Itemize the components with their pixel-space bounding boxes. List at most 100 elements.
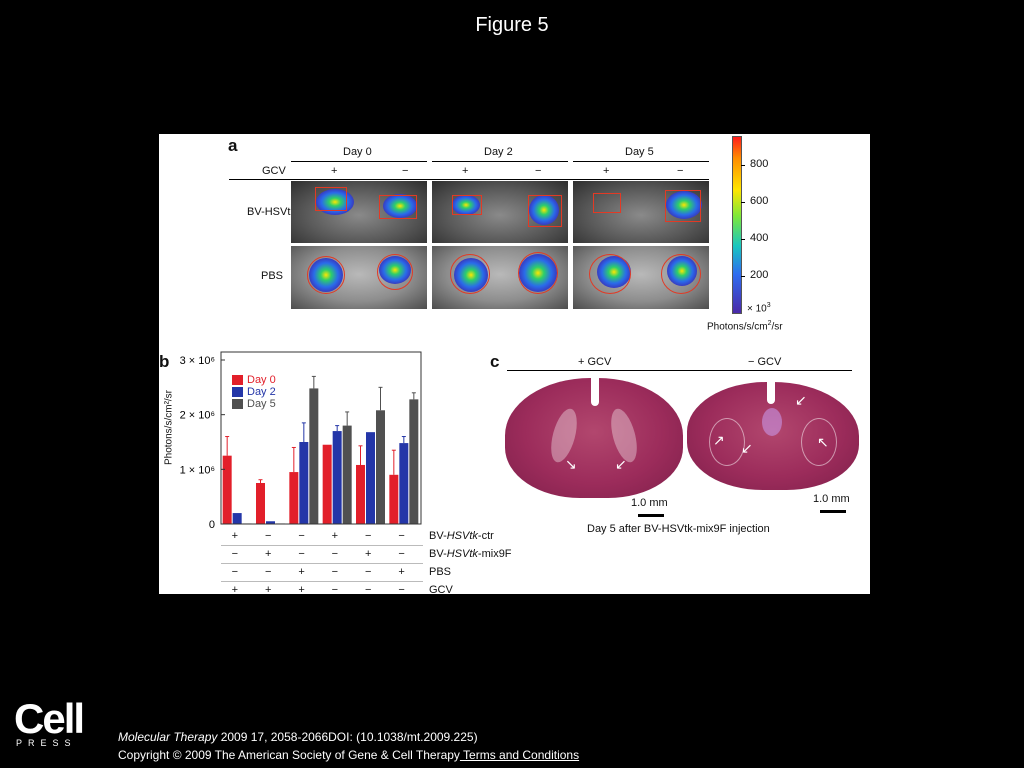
condition-sign: + bbox=[398, 566, 405, 578]
condition-label: PBS bbox=[429, 566, 452, 578]
colorbar-tick-800: 800 bbox=[750, 158, 769, 170]
roi-circle bbox=[450, 254, 490, 294]
plot-frame bbox=[220, 351, 422, 525]
scale-label-right: 1.0 mm bbox=[813, 493, 850, 505]
midline-notch bbox=[767, 382, 775, 404]
signal-blob bbox=[529, 195, 559, 225]
y-tick-label: 1 × 10⁶ bbox=[180, 464, 215, 476]
signal-blob bbox=[666, 191, 702, 219]
gcv-sign: + bbox=[462, 165, 469, 177]
arrow-icon: ↙ bbox=[615, 456, 627, 472]
bar bbox=[289, 472, 299, 524]
logo-sub: PRESS bbox=[16, 738, 77, 748]
bar bbox=[222, 455, 232, 524]
colorbar-tick-200: 200 bbox=[750, 269, 769, 281]
figure-panel: a Day 0 Day 2 Day 5 GCV + − + − + − BV-H… bbox=[159, 134, 870, 594]
legend-item: Day 2 bbox=[232, 386, 276, 398]
imaging-row-bv-day0 bbox=[291, 181, 427, 243]
scale-label-left: 1.0 mm bbox=[631, 497, 668, 509]
chart-legend: Day 0 Day 2 Day 5 bbox=[228, 372, 280, 412]
day5-rule bbox=[573, 161, 709, 162]
bar bbox=[366, 432, 375, 524]
bar bbox=[409, 399, 419, 524]
signal-blob bbox=[452, 195, 480, 215]
imaging-row-pbs-day2 bbox=[432, 246, 568, 309]
panel-a-label: a bbox=[228, 136, 238, 155]
terms-link[interactable]: Terms and Conditions bbox=[459, 748, 580, 762]
condition-sign: − bbox=[365, 584, 372, 594]
plus-gcv-header: + GCV bbox=[578, 356, 612, 368]
colorbar-tick-400: 400 bbox=[750, 232, 769, 244]
bar bbox=[342, 425, 352, 524]
condition-sign: − bbox=[231, 566, 239, 578]
gcv-sign: + bbox=[331, 165, 338, 177]
condition-sign: − bbox=[265, 566, 272, 578]
condition-sign: + bbox=[231, 584, 239, 594]
condition-sign: − bbox=[298, 548, 305, 560]
bar bbox=[309, 388, 319, 524]
condition-rule bbox=[221, 563, 423, 564]
condition-sign: − bbox=[331, 566, 339, 578]
bar bbox=[399, 443, 409, 524]
condition-sign: − bbox=[398, 530, 405, 542]
tumor-outline bbox=[801, 418, 837, 466]
condition-rule bbox=[221, 581, 423, 582]
slide-title: Figure 5 bbox=[475, 14, 549, 36]
arrow-icon: ↖ bbox=[817, 434, 829, 450]
journal-name: Molecular Therapy bbox=[118, 730, 218, 744]
bar bbox=[266, 521, 275, 524]
legend-label: Day 5 bbox=[247, 398, 276, 410]
legend-label: Day 2 bbox=[247, 386, 276, 398]
roi-circle bbox=[518, 252, 558, 294]
condition-sign: − bbox=[398, 584, 405, 594]
legend-item: Day 5 bbox=[232, 398, 276, 410]
condition-label: BV-HSVtk-ctr bbox=[429, 530, 494, 542]
lesion bbox=[762, 408, 782, 436]
colorbar-ticks bbox=[741, 136, 746, 314]
condition-label: BV-HSVtk-mix9F bbox=[429, 548, 512, 560]
condition-sign: − bbox=[265, 530, 272, 542]
condition-rule bbox=[221, 545, 423, 546]
panel-c-rule bbox=[507, 370, 852, 371]
legend-item: Day 0 bbox=[232, 374, 276, 386]
panel-c-caption: Day 5 after BV-HSVtk-mix9F injection bbox=[587, 523, 770, 535]
imaging-row-bv-day5 bbox=[573, 181, 709, 243]
day2-label: Day 2 bbox=[484, 146, 513, 158]
imaging-row-pbs-day5 bbox=[573, 246, 709, 309]
imaging-row-bv-day2 bbox=[432, 181, 568, 243]
colorbar-tick-600: 600 bbox=[750, 195, 769, 207]
y-tick-label: 3 × 10⁶ bbox=[180, 355, 215, 367]
brain-section-minus-gcv: ↙ ↗ ↖ ↙ bbox=[687, 382, 859, 490]
arrow-icon: ↙ bbox=[741, 440, 753, 456]
scale-bar-left bbox=[638, 514, 664, 517]
bar bbox=[256, 483, 265, 524]
condition-sign: + bbox=[231, 530, 239, 542]
condition-sign: − bbox=[365, 530, 372, 542]
logo-main: Cell bbox=[14, 695, 85, 742]
legend-label: Day 0 bbox=[247, 374, 276, 386]
panel-c-label: c bbox=[490, 352, 500, 371]
arrow-icon: ↗ bbox=[713, 432, 725, 448]
condition-sign: − bbox=[398, 548, 405, 560]
y-tick-label: 2 × 10⁶ bbox=[180, 410, 215, 422]
roi-box bbox=[528, 195, 562, 227]
roi-circle bbox=[589, 254, 631, 294]
midline-notch bbox=[591, 378, 599, 406]
bar bbox=[232, 513, 242, 524]
copyright-text: Copyright © 2009 The American Society of… bbox=[118, 748, 460, 762]
cell-press-logo: Cell PRESS bbox=[14, 695, 85, 749]
citation-text: 2009 17, 2058-2066DOI: (10.1038/mt.2009.… bbox=[217, 730, 478, 744]
condition-sign: − bbox=[231, 548, 239, 560]
condition-sign: + bbox=[265, 584, 272, 594]
condition-sign: + bbox=[298, 584, 305, 594]
day0-rule bbox=[291, 161, 427, 162]
legend-swatch-day5 bbox=[232, 399, 243, 409]
condition-sign: − bbox=[365, 566, 372, 578]
gcv-sign: + bbox=[603, 165, 610, 177]
condition-label: GCV bbox=[429, 584, 453, 594]
tumor-outline bbox=[709, 418, 745, 466]
roi-box bbox=[452, 195, 482, 215]
bar bbox=[332, 431, 342, 524]
row-label-pbs: PBS bbox=[261, 270, 284, 282]
gcv-rule bbox=[229, 179, 709, 180]
